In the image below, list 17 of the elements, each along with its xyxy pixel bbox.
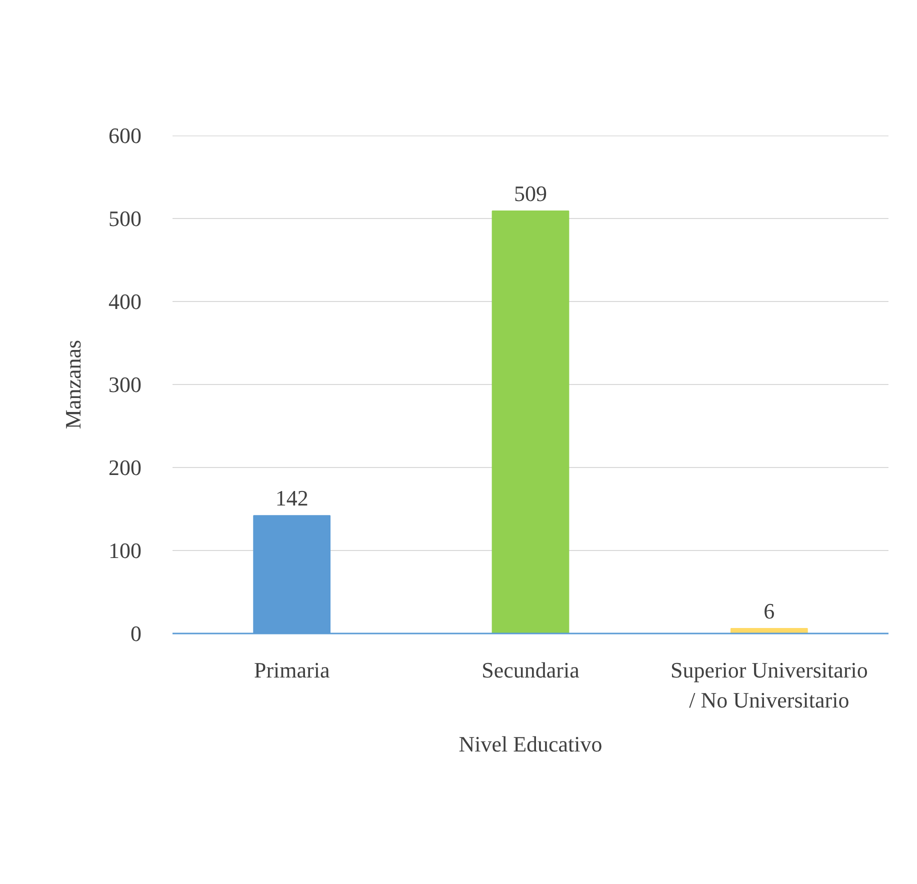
- y-tick-label: 300: [108, 372, 142, 397]
- y-tick-label: 100: [108, 538, 142, 563]
- bar: [492, 210, 570, 634]
- x-axis-title: Nivel Educativo: [458, 732, 602, 756]
- data-label: 6: [764, 598, 775, 624]
- data-label: 509: [514, 181, 547, 206]
- y-tick-label: 500: [108, 206, 142, 231]
- y-tick-label: 400: [108, 289, 142, 314]
- x-tick-label: Superior Universitario / No Universitario: [670, 658, 868, 712]
- data-label: 142: [275, 486, 308, 511]
- x-tick-label: Primaria: [254, 658, 330, 682]
- x-tick-label: Secundaria: [482, 658, 580, 682]
- y-tick-label: 600: [108, 123, 142, 148]
- bar: [730, 628, 808, 634]
- y-tick-label: 200: [108, 455, 142, 480]
- y-axis-title: Manzanas: [60, 340, 86, 430]
- y-tick-label: 0: [130, 621, 142, 646]
